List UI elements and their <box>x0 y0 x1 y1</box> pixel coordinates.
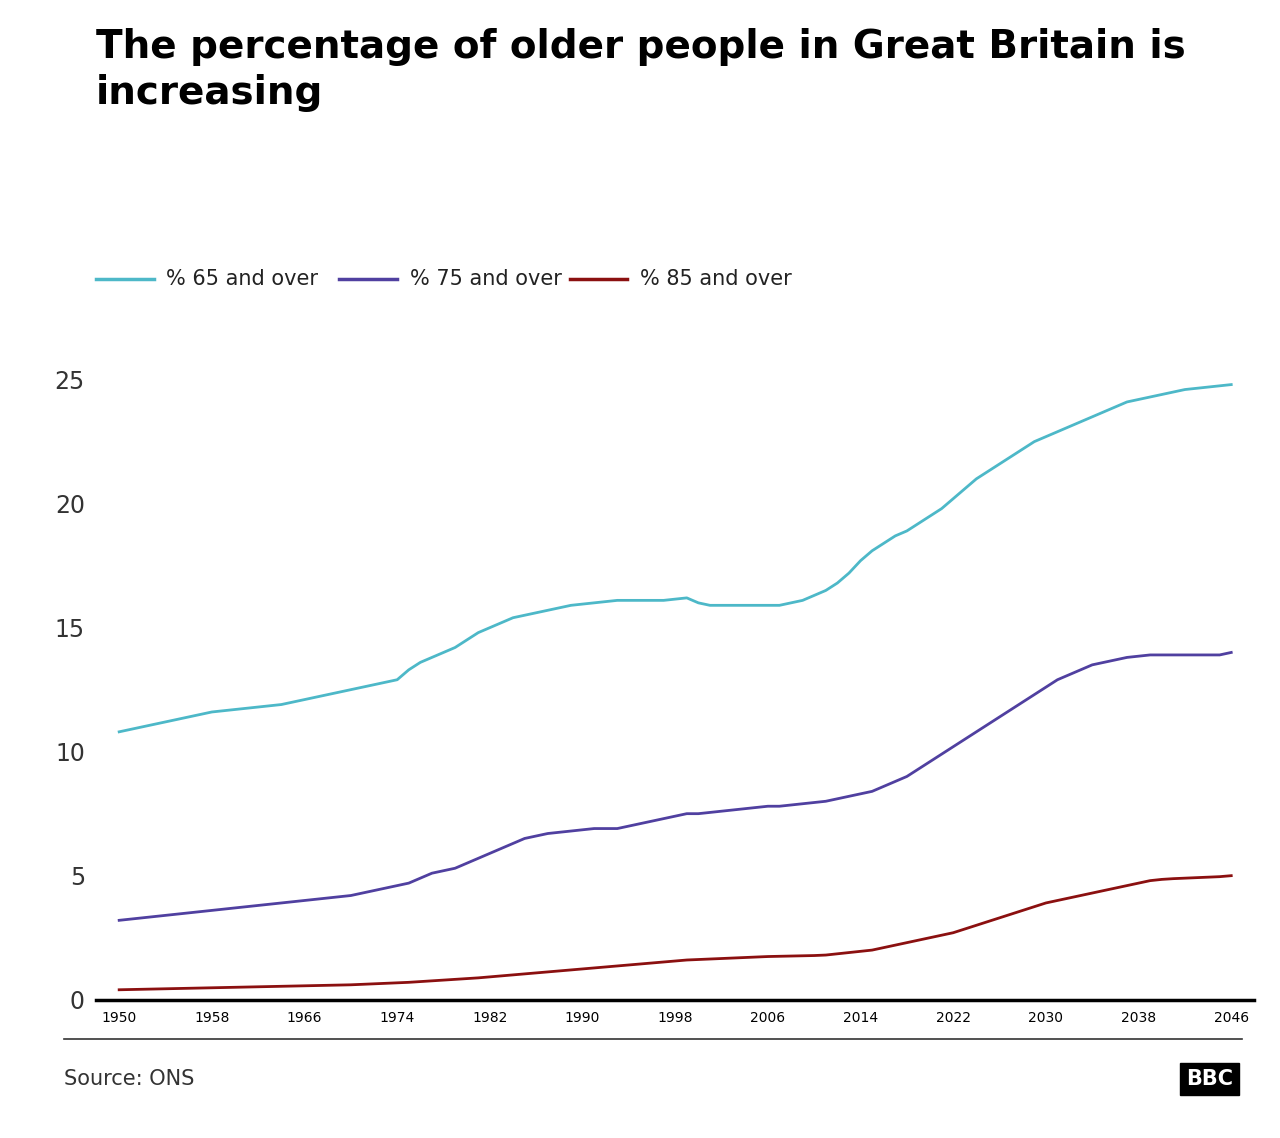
Text: % 75 and over: % 75 and over <box>410 269 562 289</box>
Text: % 65 and over: % 65 and over <box>166 269 319 289</box>
Text: Source: ONS: Source: ONS <box>64 1069 195 1089</box>
Text: BBC: BBC <box>1187 1069 1233 1089</box>
Text: % 85 and over: % 85 and over <box>640 269 792 289</box>
Text: The percentage of older people in Great Britain is
increasing: The percentage of older people in Great … <box>96 28 1185 112</box>
